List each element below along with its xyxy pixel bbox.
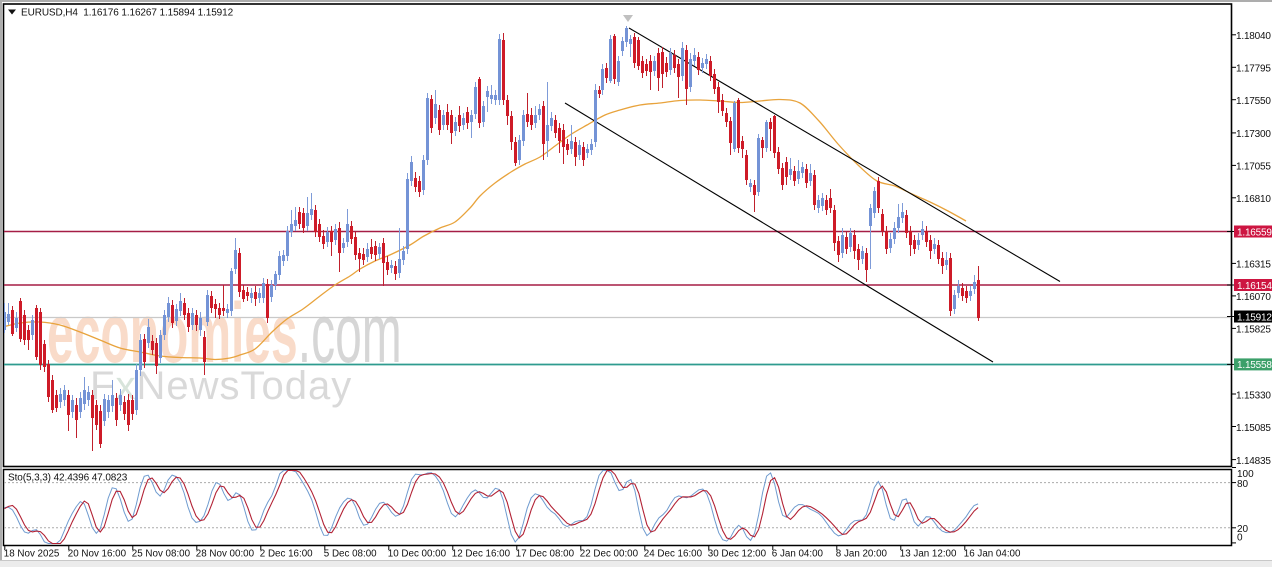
svg-text:1.17055: 1.17055 bbox=[1236, 162, 1271, 173]
svg-text:100: 100 bbox=[1237, 469, 1254, 480]
svg-text:1.17550: 1.17550 bbox=[1236, 96, 1271, 107]
svg-text:10 Dec 00:00: 10 Dec 00:00 bbox=[388, 549, 447, 560]
svg-text:1.17300: 1.17300 bbox=[1236, 129, 1271, 140]
svg-text:1.17795: 1.17795 bbox=[1236, 64, 1271, 75]
svg-text:1.16315: 1.16315 bbox=[1236, 260, 1271, 271]
svg-text:1.15085: 1.15085 bbox=[1236, 423, 1271, 434]
svg-text:1.16810: 1.16810 bbox=[1236, 194, 1271, 205]
svg-text:28 Nov 00:00: 28 Nov 00:00 bbox=[196, 549, 255, 560]
svg-text:5 Dec 08:00: 5 Dec 08:00 bbox=[324, 549, 377, 560]
svg-text:2 Dec 16:00: 2 Dec 16:00 bbox=[260, 549, 313, 560]
svg-text:EURUSD,H4 1.16176 1.16267 1.1: EURUSD,H4 1.16176 1.16267 1.15894 1.1591… bbox=[21, 8, 234, 19]
svg-text:1.18040: 1.18040 bbox=[1236, 31, 1271, 42]
svg-text:1.16070: 1.16070 bbox=[1236, 292, 1271, 303]
svg-text:1.15825: 1.15825 bbox=[1236, 325, 1271, 336]
svg-text:8 Jan 20:00: 8 Jan 20:00 bbox=[836, 549, 888, 560]
svg-text:20: 20 bbox=[1237, 524, 1249, 535]
svg-text:22 Dec 00:00: 22 Dec 00:00 bbox=[580, 549, 639, 560]
svg-text:12 Dec 16:00: 12 Dec 16:00 bbox=[452, 549, 511, 560]
svg-text:17 Dec 08:00: 17 Dec 08:00 bbox=[516, 549, 575, 560]
svg-text:0: 0 bbox=[1237, 533, 1243, 544]
svg-text:80: 80 bbox=[1237, 479, 1249, 490]
svg-text:18 Nov 2025: 18 Nov 2025 bbox=[4, 549, 60, 560]
svg-text:20 Nov 16:00: 20 Nov 16:00 bbox=[68, 549, 127, 560]
svg-text:30 Dec 12:00: 30 Dec 12:00 bbox=[708, 549, 767, 560]
svg-text:Sto(5,3,3) 42.4396 47.0823: Sto(5,3,3) 42.4396 47.0823 bbox=[8, 473, 128, 484]
svg-text:1.16154: 1.16154 bbox=[1237, 281, 1272, 292]
svg-text:24 Dec 16:00: 24 Dec 16:00 bbox=[644, 549, 703, 560]
svg-text:6 Jan 04:00: 6 Jan 04:00 bbox=[772, 549, 824, 560]
svg-text:1.14835: 1.14835 bbox=[1236, 456, 1271, 467]
svg-text:16 Jan 04:00: 16 Jan 04:00 bbox=[964, 549, 1021, 560]
svg-text:1.15558: 1.15558 bbox=[1237, 360, 1272, 371]
svg-text:1.15912: 1.15912 bbox=[1237, 312, 1272, 323]
svg-text:13 Jan 12:00: 13 Jan 12:00 bbox=[900, 549, 957, 560]
svg-text:25 Nov 08:00: 25 Nov 08:00 bbox=[132, 549, 191, 560]
svg-text:1.15330: 1.15330 bbox=[1236, 390, 1271, 401]
svg-text:1.16559: 1.16559 bbox=[1237, 227, 1272, 238]
